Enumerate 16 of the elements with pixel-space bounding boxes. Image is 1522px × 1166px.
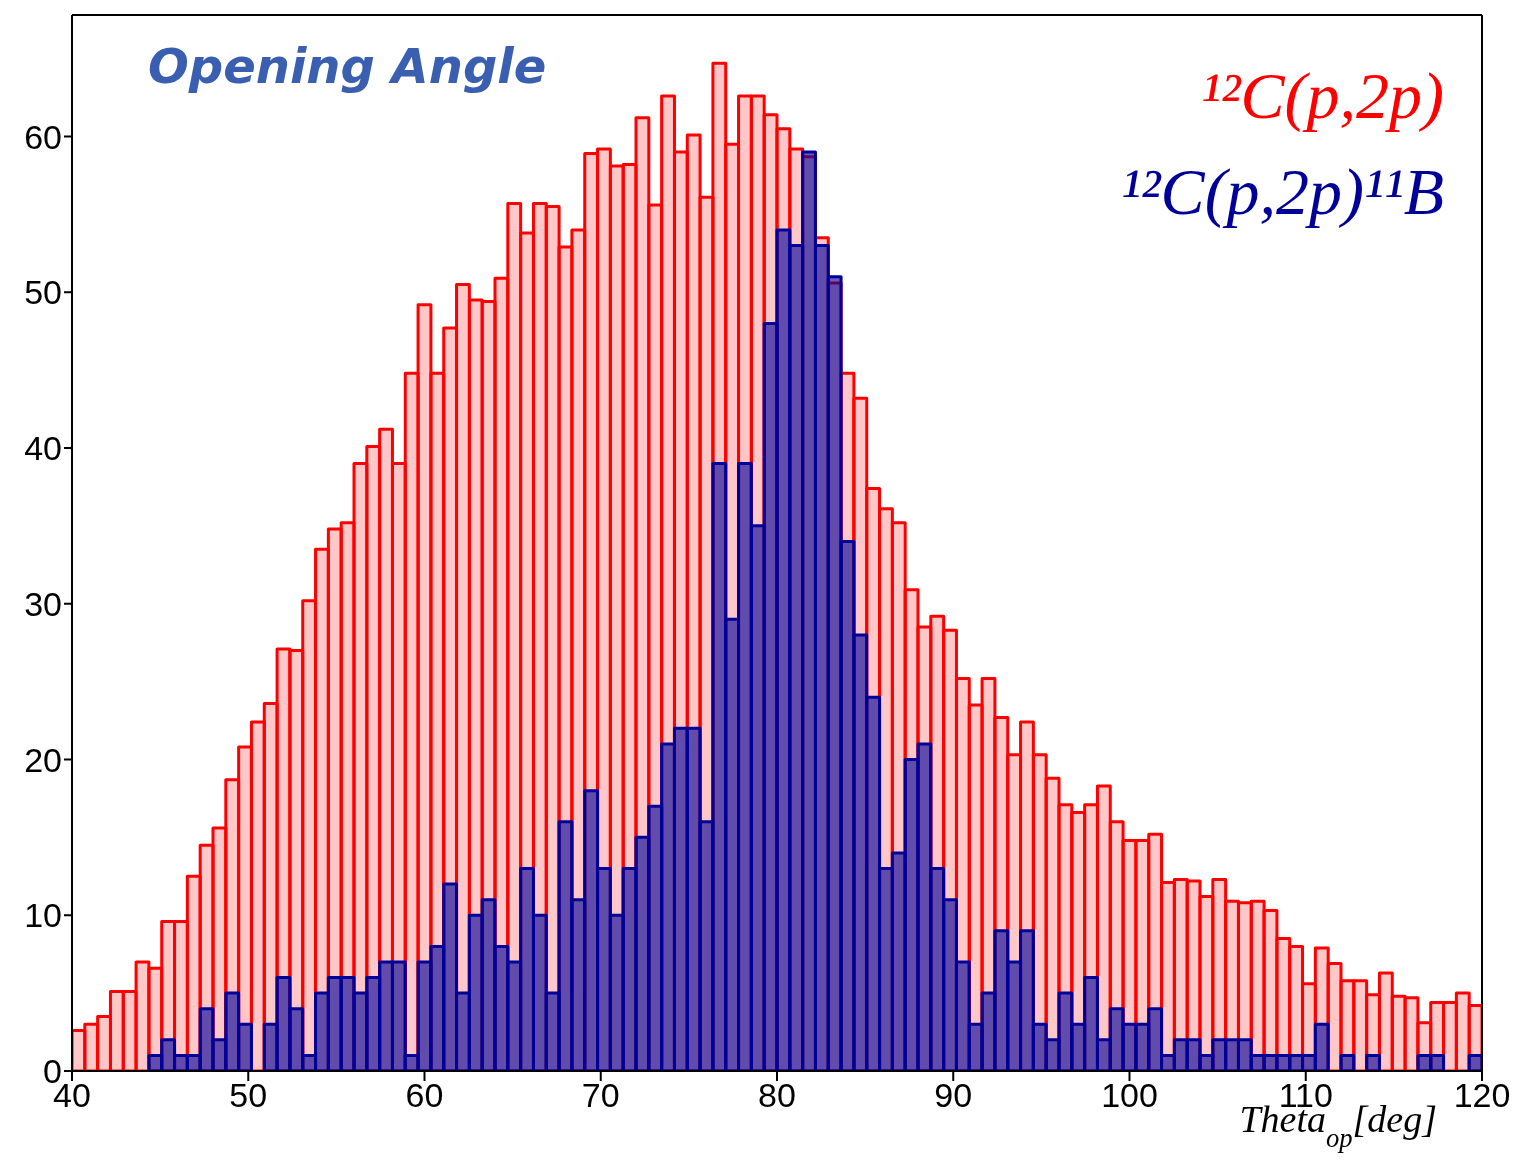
text: Opening Angle (148, 38, 547, 94)
x-tick-label: 80 (758, 1076, 796, 1115)
x-tick-label: 60 (405, 1076, 444, 1115)
y-tick-label: 10 (24, 896, 62, 935)
x-tick-label: 90 (934, 1076, 973, 1115)
x-tick-label: 120 (1453, 1076, 1511, 1115)
y-tick-label: 60 (24, 117, 62, 156)
y-tick-label: 40 (24, 429, 62, 468)
y-tick-label: 20 (24, 740, 62, 779)
y-tick-label: 30 (24, 584, 62, 623)
x-tick-label: 100 (1101, 1076, 1158, 1115)
x-tick-label: 50 (229, 1076, 268, 1115)
y-tick-label: 50 (24, 273, 62, 312)
text: ¹²C(p,2p)¹¹B (1121, 154, 1444, 230)
text: ¹²C(p,2p) (1199, 58, 1444, 134)
x-tick-label: 70 (581, 1076, 620, 1115)
